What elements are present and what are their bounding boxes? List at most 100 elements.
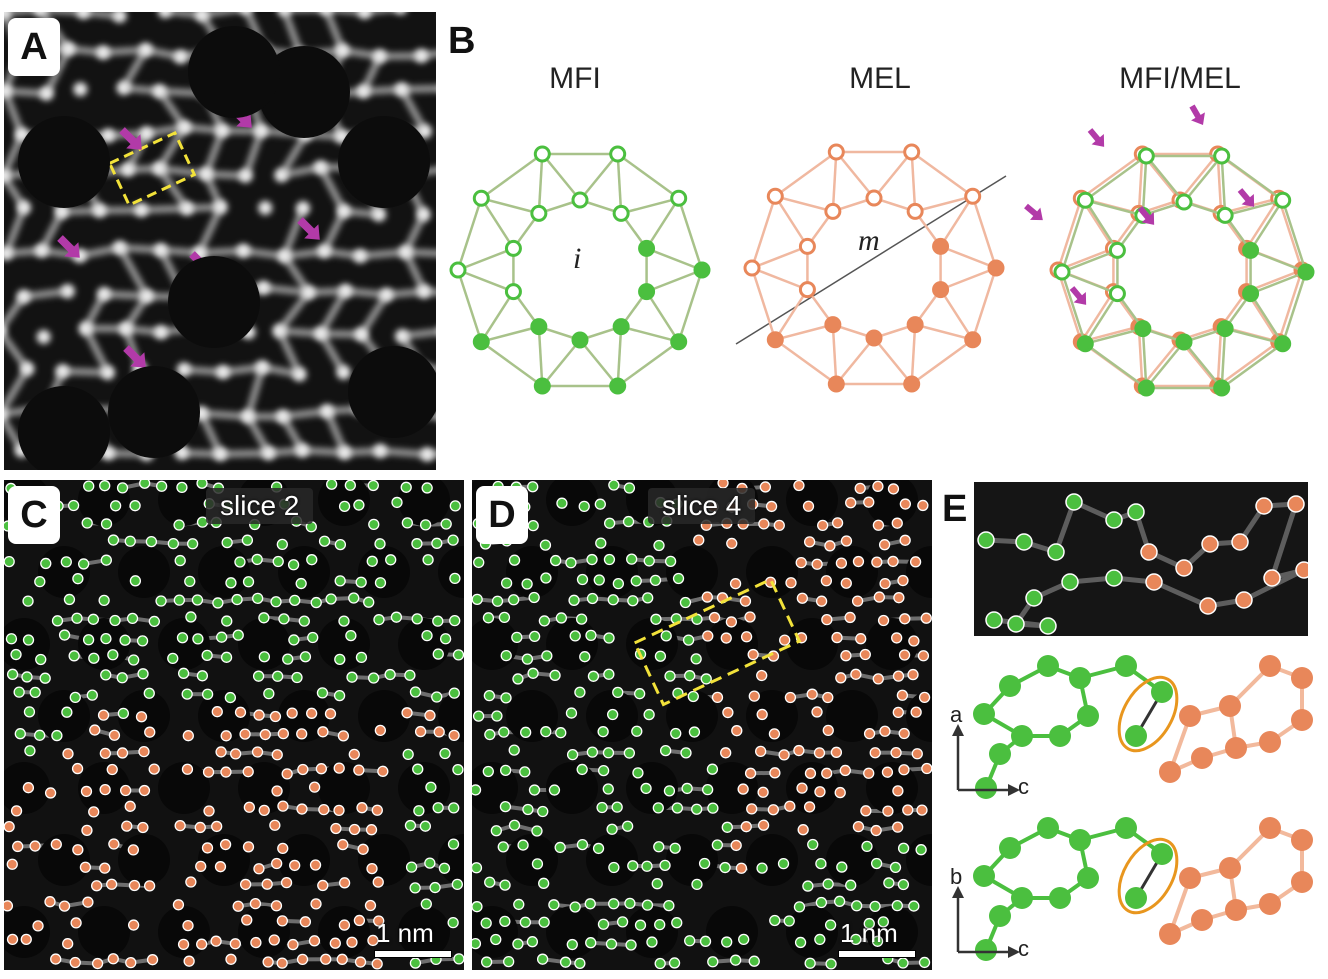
atom bbox=[891, 517, 903, 529]
atom bbox=[879, 725, 891, 737]
atom bbox=[903, 143, 921, 161]
atom bbox=[603, 632, 615, 644]
lattice-atom bbox=[76, 12, 91, 20]
bond bbox=[480, 325, 540, 343]
atom bbox=[448, 802, 460, 814]
atom bbox=[778, 749, 790, 761]
bond bbox=[645, 197, 680, 250]
pore bbox=[706, 618, 758, 670]
atom bbox=[239, 728, 251, 740]
atom bbox=[1159, 923, 1181, 945]
atom bbox=[191, 594, 204, 606]
atom bbox=[334, 575, 346, 587]
atom bbox=[201, 842, 214, 854]
lattice-bond bbox=[281, 254, 312, 295]
atom bbox=[177, 938, 190, 951]
atom bbox=[883, 877, 895, 889]
atom bbox=[1105, 569, 1123, 587]
atom bbox=[472, 901, 483, 913]
atom bbox=[326, 480, 338, 490]
bond bbox=[1183, 341, 1223, 389]
arrow-marker bbox=[1024, 203, 1043, 221]
lattice-atom bbox=[33, 12, 47, 17]
atom bbox=[594, 498, 606, 510]
bond bbox=[751, 266, 808, 291]
slice-label-d: slice 4 bbox=[648, 488, 756, 524]
atom bbox=[148, 615, 160, 628]
atom bbox=[1137, 379, 1155, 397]
atom bbox=[216, 631, 228, 643]
lattice-atom bbox=[154, 325, 169, 340]
bond bbox=[831, 324, 838, 385]
atom bbox=[541, 650, 553, 662]
atom bbox=[6, 933, 19, 946]
atom bbox=[13, 686, 25, 698]
atom bbox=[182, 919, 194, 932]
lattice-bond bbox=[156, 166, 190, 211]
atom bbox=[1242, 285, 1260, 303]
atom bbox=[921, 762, 932, 775]
atom bbox=[508, 554, 521, 566]
pore bbox=[158, 906, 210, 958]
atom bbox=[773, 519, 785, 532]
lattice-atom bbox=[336, 365, 351, 380]
lattice-bond bbox=[62, 367, 109, 377]
atom bbox=[24, 745, 36, 757]
atom bbox=[707, 802, 719, 814]
lattice-bond bbox=[420, 50, 436, 60]
bond bbox=[1277, 269, 1304, 343]
atom bbox=[893, 592, 905, 604]
atom bbox=[354, 956, 367, 968]
atom bbox=[1007, 615, 1025, 633]
atom bbox=[1151, 843, 1173, 865]
atom bbox=[44, 896, 56, 908]
atom bbox=[276, 957, 288, 969]
atom bbox=[1291, 871, 1313, 893]
lattice-atom bbox=[215, 123, 230, 138]
atom bbox=[670, 333, 688, 351]
atom bbox=[802, 500, 815, 512]
bond bbox=[835, 337, 875, 385]
atom bbox=[20, 933, 32, 945]
atom bbox=[263, 687, 275, 700]
lattice-atom bbox=[320, 404, 335, 419]
atom bbox=[625, 939, 637, 951]
atom bbox=[229, 938, 241, 950]
pore bbox=[158, 618, 210, 670]
atom bbox=[756, 669, 768, 682]
atom bbox=[185, 611, 197, 623]
lattice-atom bbox=[194, 12, 209, 22]
lattice-atom bbox=[4, 168, 11, 183]
atom bbox=[421, 482, 433, 494]
atom bbox=[815, 896, 828, 909]
atom bbox=[14, 728, 26, 740]
bond bbox=[1220, 328, 1227, 389]
atom bbox=[701, 591, 713, 603]
atom bbox=[831, 517, 844, 529]
bond bbox=[480, 197, 515, 250]
atom bbox=[1137, 147, 1155, 165]
atom bbox=[498, 726, 510, 738]
atom bbox=[915, 844, 927, 856]
lattice-bond bbox=[4, 330, 31, 371]
bond bbox=[1249, 292, 1284, 345]
atom bbox=[1159, 761, 1181, 783]
atom bbox=[985, 611, 1003, 629]
bond bbox=[457, 268, 514, 293]
atom bbox=[482, 765, 494, 778]
atom bbox=[865, 189, 883, 207]
atom bbox=[1061, 573, 1079, 591]
lattice-bond bbox=[244, 366, 266, 418]
atom bbox=[87, 613, 100, 625]
bond bbox=[1281, 199, 1308, 273]
atom bbox=[182, 730, 194, 742]
atom bbox=[432, 648, 444, 660]
lattice-bond bbox=[359, 248, 406, 260]
atom bbox=[830, 746, 843, 758]
atom bbox=[654, 957, 666, 970]
pore bbox=[398, 762, 450, 814]
atom bbox=[779, 634, 791, 646]
lattice-atom bbox=[373, 443, 388, 458]
atom bbox=[183, 955, 195, 967]
atom bbox=[186, 538, 199, 550]
